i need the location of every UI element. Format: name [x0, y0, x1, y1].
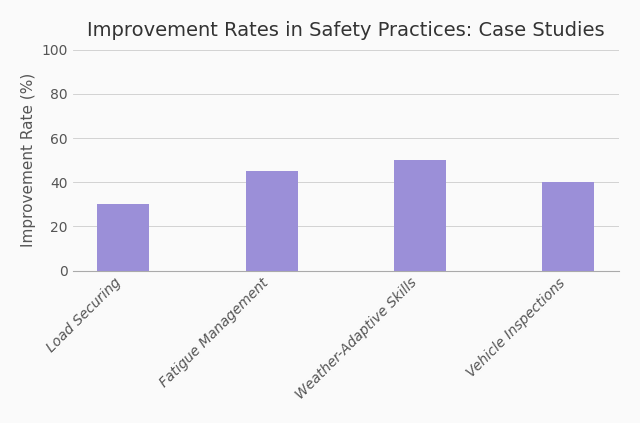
Bar	[394, 160, 446, 271]
Bar	[97, 204, 149, 271]
Title: Improvement Rates in Safety Practices: Case Studies: Improvement Rates in Safety Practices: C…	[87, 21, 605, 40]
Y-axis label: Improvement Rate (%): Improvement Rate (%)	[21, 73, 36, 247]
Bar	[543, 182, 595, 271]
Bar	[246, 171, 298, 271]
